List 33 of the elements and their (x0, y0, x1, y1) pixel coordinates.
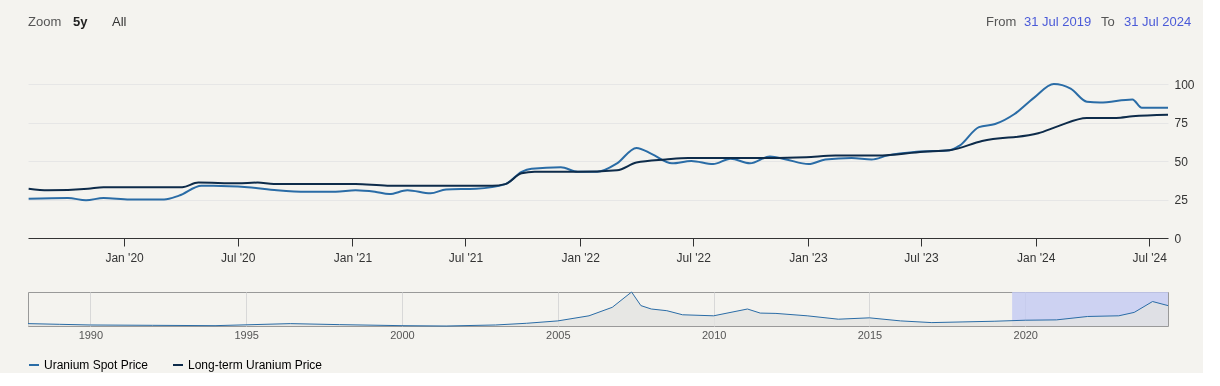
x-tick-label: 1990 (78, 328, 104, 341)
y-tick-label: 75 (1174, 116, 1189, 130)
line-series (27, 113, 1169, 192)
text: All (112, 14, 127, 29)
y-tick-label: 100 (1174, 77, 1195, 92)
x-tick-label: Jan '23 (789, 250, 828, 265)
y-tick-label: 0 (1174, 231, 1182, 246)
y-tick-label: 50 (1174, 154, 1189, 169)
x-tick-label: Jan '24 (1017, 250, 1056, 265)
y-tick-label: 25 (1174, 193, 1189, 207)
x-tick-label: Jan '22 (561, 250, 601, 265)
text: To (1101, 14, 1115, 29)
legend-label: Long-term Uranium Price (188, 358, 323, 372)
text: 5y (73, 14, 89, 29)
x-tick-label: Jul '21 (448, 250, 484, 265)
x-tick-label: Jul '20 (221, 250, 256, 265)
x-tick-label: Jul '24 (1132, 250, 1168, 265)
x-tick-label: 2020 (1013, 328, 1038, 341)
text: From (986, 14, 1017, 29)
x-tick-label: Jan '21 (333, 250, 373, 265)
legend-label: Uranium Spot Price (44, 358, 149, 372)
text: Zoom (28, 14, 62, 29)
x-tick-label: 2010 (701, 328, 727, 341)
text: 31 Jul 2019 (1024, 14, 1092, 29)
x-tick-label: Jul '22 (676, 250, 712, 265)
x-tick-label: 1995 (234, 328, 259, 341)
line-series (27, 83, 1169, 202)
text: 31 Jul 2024 (1124, 14, 1192, 29)
x-tick-label: Jul '23 (904, 250, 939, 265)
x-tick-label: 2015 (857, 328, 883, 341)
x-tick-label: Jan '20 (105, 250, 145, 265)
x-tick-label: 2000 (390, 328, 415, 341)
x-tick-label: 2005 (546, 328, 571, 341)
